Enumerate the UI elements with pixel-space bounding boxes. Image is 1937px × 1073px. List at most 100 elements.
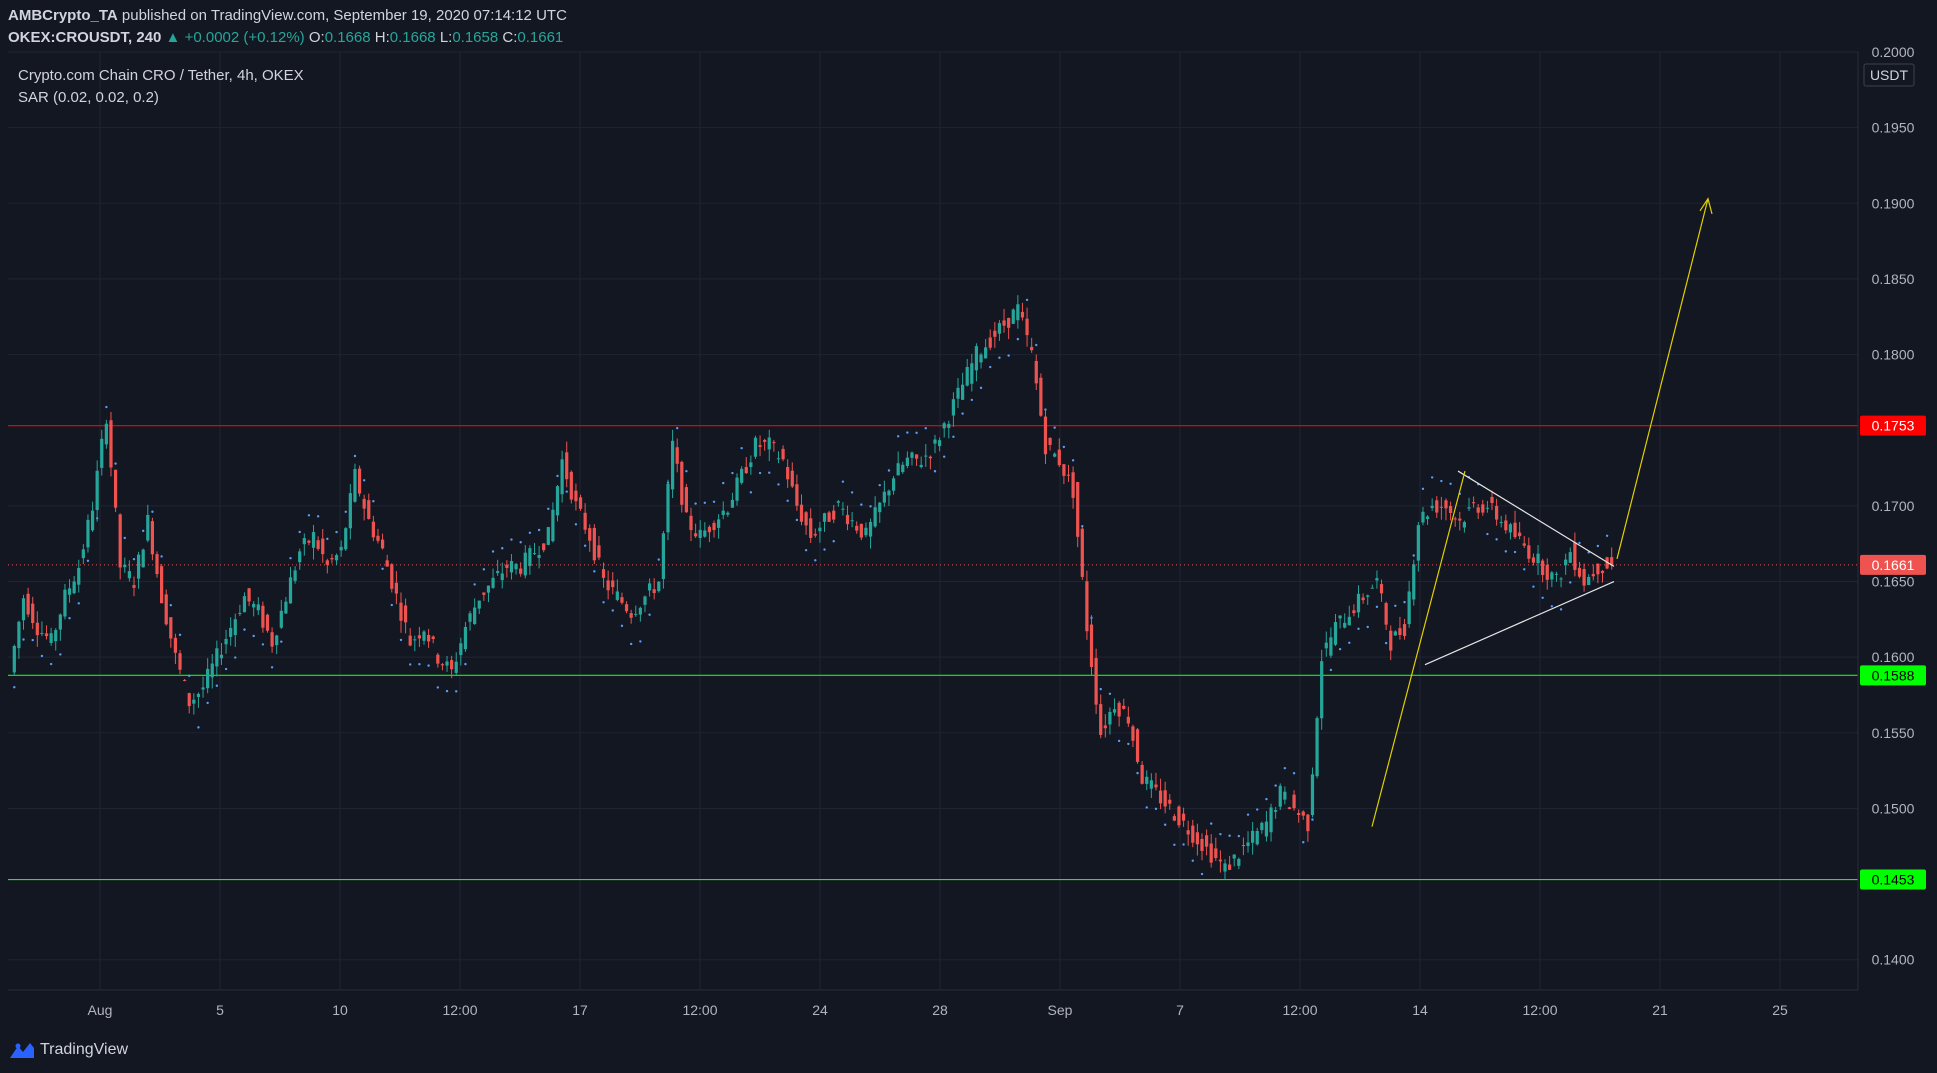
candle-body (1444, 500, 1448, 509)
candle-body (1301, 811, 1305, 816)
candle-body (1356, 593, 1361, 613)
candle-body (1448, 506, 1453, 513)
candle-body (670, 440, 675, 490)
open-label: O: (308, 29, 325, 46)
sar-dot (1237, 834, 1241, 838)
brand-footer[interactable]: TradingView (8, 1040, 128, 1060)
candle-body (302, 538, 306, 545)
candle-body (77, 567, 81, 585)
sar-dot (399, 638, 403, 642)
candle-body (325, 560, 329, 565)
candle-body (344, 528, 348, 550)
candle-body (63, 589, 67, 617)
sar-dot (722, 481, 725, 485)
arrowhead-icon (1699, 197, 1713, 215)
candle-body (436, 654, 440, 664)
sar-dot (22, 638, 25, 641)
sar-dot (823, 548, 826, 551)
sar-dot (1523, 568, 1526, 571)
sar-dot (1081, 524, 1084, 528)
candle-body (1402, 624, 1407, 636)
sar-dot (1127, 742, 1130, 746)
candle-body (265, 614, 270, 631)
candle-body (859, 523, 863, 538)
candle-body (1135, 729, 1140, 762)
price-axis[interactable]: 0.2000 0.1950 0.1900 0.1850 0.1800 0.1700 0.16… (8, 44, 1926, 991)
x-tick-label: 5 (216, 1002, 224, 1018)
candle-body (1099, 704, 1103, 735)
candle-body (624, 604, 629, 612)
sar-dot (1421, 487, 1425, 491)
sar-dot (1532, 585, 1535, 588)
candle-body (1610, 557, 1614, 566)
sar-dot (1394, 604, 1397, 608)
sar-dot (694, 502, 697, 505)
sar-dot (1108, 692, 1112, 695)
candle-body (348, 493, 352, 529)
time-axis[interactable]: Aug 5 10 12:00 17 12:00 24 28 Sep 7 12:00 14 12:00 21… (88, 1002, 1788, 1018)
candle-body (454, 661, 458, 673)
candle-body (293, 570, 297, 581)
candle-body (1002, 320, 1006, 326)
candle-body (1200, 838, 1204, 851)
sar-dot (1440, 479, 1443, 483)
candle-body (1361, 597, 1365, 601)
sar-dot (1283, 766, 1287, 770)
sar-dot (1311, 818, 1314, 821)
candle-body (1112, 709, 1117, 713)
candle-body (1518, 532, 1522, 537)
candle-body (896, 463, 900, 476)
candle-body (1508, 524, 1513, 533)
candle-body (523, 552, 527, 576)
candle-body (657, 581, 661, 592)
candle-body (565, 452, 569, 480)
sar-dot (795, 518, 799, 522)
candle-body (924, 455, 928, 457)
indicator-label[interactable]: SAR (0.02, 0.02, 0.2) (18, 89, 159, 106)
candle-body (675, 447, 679, 464)
sar-dot (473, 583, 476, 586)
candle-body (680, 461, 684, 505)
candle-body (1495, 505, 1499, 520)
candle-body (818, 527, 822, 532)
candle-body (809, 518, 813, 538)
candle-body (1564, 559, 1568, 566)
candle-body (298, 551, 302, 563)
candle-body (905, 457, 909, 466)
sar-dot (445, 689, 449, 693)
candle-body (933, 439, 937, 444)
projection-arrow (1616, 198, 1709, 559)
sar-dot (77, 602, 80, 605)
candle-body (652, 589, 656, 593)
candle-body (31, 603, 35, 624)
candle-body (256, 604, 260, 611)
series-title[interactable]: Crypto.com Chain CRO / Tether, 4h, OKEX (18, 67, 304, 84)
candle-body (712, 522, 716, 531)
sar-dot (1412, 554, 1415, 557)
candle-body (1269, 807, 1273, 833)
sar-dot (574, 523, 578, 526)
symbol-label[interactable]: OKEX:CROUSDT, 240 (8, 29, 162, 46)
candle-body (1412, 564, 1416, 600)
sar-dot (1384, 641, 1388, 645)
candle-body (1126, 716, 1130, 724)
y-tick-label: 0.1950 (1872, 120, 1915, 136)
level-price-tag (1860, 665, 1926, 686)
sar-dot (648, 613, 651, 616)
sar-dot (998, 356, 1001, 359)
sar-dot (1256, 808, 1259, 811)
candle-body (832, 510, 836, 520)
sar-dot (362, 479, 366, 482)
sar-dot (114, 462, 117, 465)
candle-body (891, 478, 896, 491)
candle-body (229, 627, 233, 637)
sar-dot (160, 555, 163, 558)
publisher-name[interactable]: AMBCrypto_TA (8, 7, 118, 24)
y-tick-label: 0.1650 (1872, 574, 1915, 590)
candle-body (772, 442, 776, 444)
candle-body (1274, 810, 1278, 812)
candle-body (90, 510, 95, 531)
sar-dot (141, 529, 145, 533)
sar-dot (1338, 647, 1342, 651)
